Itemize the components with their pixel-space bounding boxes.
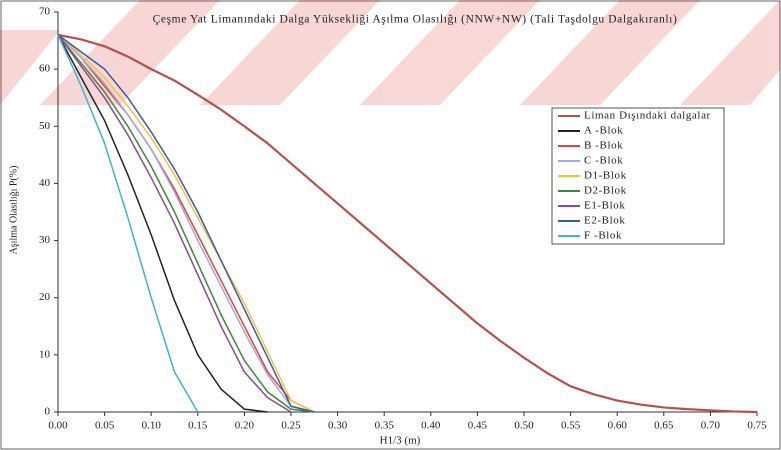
legend-label: E1-Blok: [584, 200, 625, 212]
legend-label: E2-Blok: [584, 215, 625, 227]
y-tick-label: 70: [39, 6, 51, 18]
x-tick-label: 0.30: [328, 420, 348, 432]
x-tick-label: 0.20: [235, 420, 255, 432]
y-tick-label: 50: [39, 120, 51, 132]
y-tick-label: 0: [45, 406, 51, 418]
y-tick-label: 30: [39, 234, 51, 246]
series-line: [57, 34, 268, 413]
legend-label: B -Blok: [584, 140, 623, 152]
x-tick-label: 0.05: [95, 420, 115, 432]
legend-label: C -Blok: [584, 155, 623, 167]
y-tick-label: 60: [39, 63, 51, 75]
y-tick-label: 40: [39, 177, 51, 189]
x-tick-label: 0.00: [48, 420, 68, 432]
legend-label: A -Blok: [584, 125, 623, 137]
legend-label: Liman Dışındaki dalgalar: [584, 110, 711, 122]
y-axis-label: Aşılma Olasılığı P(%): [8, 166, 19, 255]
x-tick-label: 0.70: [701, 420, 721, 432]
x-tick-label: 0.50: [514, 420, 534, 432]
series-line: [57, 34, 315, 413]
series-line: [57, 33, 758, 414]
x-tick-label: 0.55: [561, 420, 581, 432]
y-tick-label: 20: [39, 291, 51, 303]
series-line: [57, 34, 315, 413]
series-line: [57, 34, 199, 413]
x-tick-label: 0.45: [468, 420, 488, 432]
chart-title: Çeşme Yat Limanındaki Dalga Yüksekliği A…: [153, 14, 678, 26]
legend-label: F -Blok: [584, 230, 622, 242]
x-tick-label: 0.75: [747, 420, 767, 432]
x-tick-label: 0.15: [188, 420, 208, 432]
series-line: [57, 34, 315, 413]
legend-label: D2-Blok: [584, 185, 627, 197]
x-tick-label: 0.10: [142, 420, 162, 432]
legend: [551, 107, 725, 245]
x-axis-label: H1/3 (m): [380, 435, 421, 447]
legend-label: D1-Blok: [584, 170, 627, 182]
series-line: [57, 34, 315, 413]
x-tick-label: 0.25: [281, 420, 301, 432]
watermark: [0, 0, 780, 105]
x-tick-label: 0.60: [608, 420, 628, 432]
y-tick-label: 10: [39, 348, 51, 360]
x-tick-label: 0.35: [375, 420, 395, 432]
series-line: [57, 34, 315, 413]
x-tick-label: 0.65: [654, 420, 674, 432]
x-tick-label: 0.40: [421, 420, 441, 432]
series-line: [57, 34, 292, 413]
